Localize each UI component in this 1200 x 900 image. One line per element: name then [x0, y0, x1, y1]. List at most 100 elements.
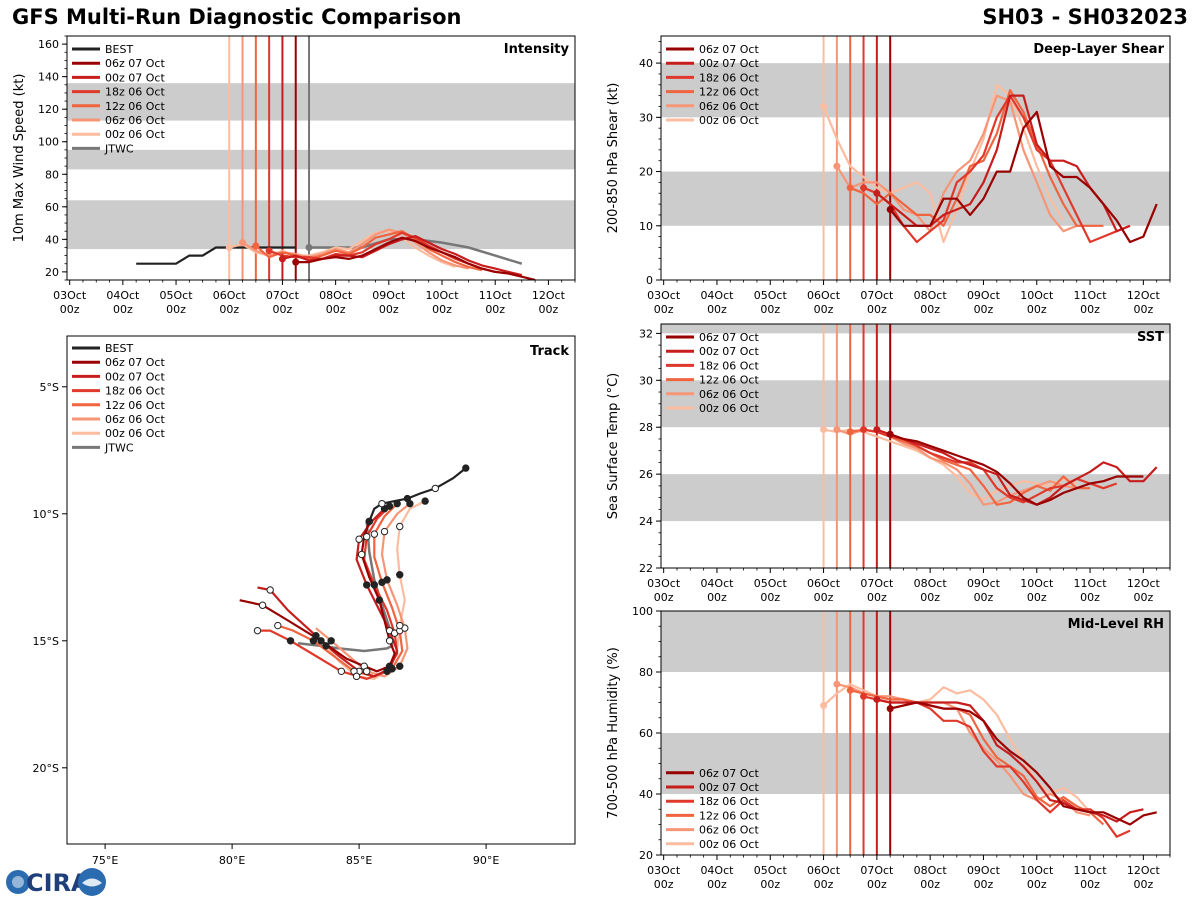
intensity-legend-label: 00z 06 Oct: [105, 128, 165, 141]
rh-x-tick-day: 10Oct: [1020, 864, 1054, 877]
track-panel-title: Track: [530, 344, 569, 359]
track-best-marker: [431, 484, 439, 493]
sst-legend-label: 00z 06 Oct: [699, 402, 759, 415]
intensity-legend-label: 18z 06 Oct: [105, 86, 165, 99]
sst-x-tick-day: 11Oct: [1074, 577, 1108, 590]
rh-panel: 2040608010003Oct00z04Oct00z05Oct00z06Oct…: [606, 605, 1171, 891]
sst-series-start-dot: [833, 426, 841, 434]
rh-x-tick-hour: 00z: [814, 878, 834, 891]
intensity-series-line: [295, 236, 536, 280]
sst-x-tick-day: 06Oct: [807, 577, 841, 590]
track-position-marker: [385, 637, 394, 645]
shear-x-tick-hour: 00z: [974, 303, 994, 316]
track-position-marker: [385, 665, 394, 673]
intensity-band: [67, 83, 575, 121]
intensity-series-start-dot: [292, 258, 300, 266]
track-series-line: [257, 507, 399, 678]
intensity-y-tick-label: 40: [45, 233, 59, 246]
shear-x-tick-hour: 00z: [867, 303, 887, 316]
sst-x-tick-hour: 00z: [707, 591, 727, 604]
shear-series-start-dot: [833, 162, 841, 170]
track-best-marker: [403, 494, 412, 503]
track-series-line: [239, 521, 396, 673]
intensity-x-tick-hour: 00z: [60, 303, 80, 316]
shear-legend-label: 00z 07 Oct: [699, 57, 759, 70]
sst-x-tick-day: 12Oct: [1127, 577, 1161, 590]
intensity-jtwc-start-dot: [305, 243, 313, 251]
intensity-y-tick-label: 160: [38, 38, 59, 51]
rh-x-tick-hour: 00z: [867, 878, 887, 891]
sst-y-tick-label: 26: [639, 468, 653, 481]
cira-logo: CIRA: [6, 868, 106, 897]
shear-series-line: [863, 94, 1118, 244]
track-position-marker: [363, 667, 371, 675]
rh-series-line: [849, 689, 1105, 826]
intensity-x-tick-day: 06Oct: [213, 289, 247, 302]
shear-y-tick-label: 0: [646, 274, 653, 287]
intensity-x-tick-hour: 00z: [485, 303, 505, 316]
intensity-panel: 2040608010012014016003Oct00z04Oct00z05Oc…: [12, 35, 576, 316]
intensity-best-line: [136, 246, 296, 265]
track-position-marker: [363, 581, 371, 589]
intensity-x-tick-hour: 00z: [539, 303, 559, 316]
intensity-x-tick-day: 11Oct: [479, 289, 513, 302]
track-position-marker: [370, 530, 379, 538]
sst-series-start-dot: [860, 426, 868, 434]
intensity-x-tick-hour: 00z: [432, 303, 452, 316]
rh-legend-label: 06z 06 Oct: [699, 824, 759, 837]
track-frame: [66, 335, 576, 845]
sst-frame: [660, 323, 1171, 569]
sst-y-tick-label: 24: [639, 515, 653, 528]
sst-legend-label: 06z 07 Oct: [699, 331, 759, 344]
track-position-marker: [396, 571, 404, 579]
rh-x-tick-day: 11Oct: [1074, 864, 1108, 877]
shear-legend-label: 18z 06 Oct: [699, 71, 759, 84]
sst-x-tick-hour: 00z: [1080, 591, 1100, 604]
track-position-marker: [375, 596, 384, 604]
intensity-band: [67, 149, 575, 170]
track-y-tick-label: 15°S: [33, 635, 59, 648]
intensity-band: [67, 200, 575, 250]
shear-plot-area: [661, 36, 1170, 280]
rh-x-tick-day: 09Oct: [967, 864, 1001, 877]
sst-y-tick-label: 22: [639, 562, 653, 575]
intensity-x-tick-day: 12Oct: [532, 289, 566, 302]
intensity-series-start-dot: [252, 242, 260, 250]
track-position-marker: [253, 626, 262, 635]
intensity-x-tick-day: 08Oct: [319, 289, 353, 302]
sst-x-tick-hour: 00z: [1133, 591, 1153, 604]
intensity-x-tick-day: 09Oct: [372, 289, 406, 302]
track-legend-label: JTWC: [104, 441, 134, 454]
shear-x-tick-hour: 00z: [1080, 303, 1100, 316]
track-position-marker: [322, 642, 330, 650]
intensity-x-tick-hour: 00z: [273, 303, 293, 316]
shear-legend-label: 06z 07 Oct: [699, 43, 759, 56]
intensity-y-tick-label: 140: [38, 71, 59, 84]
shear-x-tick-day: 09Oct: [967, 289, 1001, 302]
track-position-marker: [393, 499, 401, 508]
track-position-marker: [385, 502, 394, 510]
rh-x-tick-day: 04Oct: [700, 864, 734, 877]
shear-panel: 01020304003Oct00z04Oct00z05Oct00z06Oct00…: [606, 35, 1171, 316]
track-best-marker: [378, 499, 386, 508]
track-position-marker: [266, 586, 274, 594]
intensity-x-tick-hour: 00z: [166, 303, 186, 316]
track-position-marker: [396, 621, 404, 630]
track-position-marker: [352, 672, 361, 681]
rh-series-start-dot: [833, 680, 841, 688]
track-position-marker: [370, 581, 379, 589]
shear-x-tick-day: 03Oct: [647, 289, 681, 302]
sst-y-tick-label: 32: [639, 327, 653, 340]
rh-x-tick-hour: 00z: [654, 878, 674, 891]
rh-x-tick-hour: 00z: [1133, 878, 1153, 891]
track-y-tick-label: 5°S: [40, 381, 59, 394]
rh-x-tick-hour: 00z: [1027, 878, 1047, 891]
shear-y-tick-label: 30: [639, 111, 653, 124]
shear-series-start-dot: [873, 189, 881, 197]
intensity-plot-area: [67, 36, 575, 280]
track-x-tick-label: 75°E: [92, 854, 118, 867]
track-position-marker: [317, 637, 325, 645]
sst-x-tick-day: 09Oct: [967, 577, 1001, 590]
intensity-x-tick-hour: 00z: [326, 303, 346, 316]
sst-x-tick-hour: 00z: [974, 591, 994, 604]
